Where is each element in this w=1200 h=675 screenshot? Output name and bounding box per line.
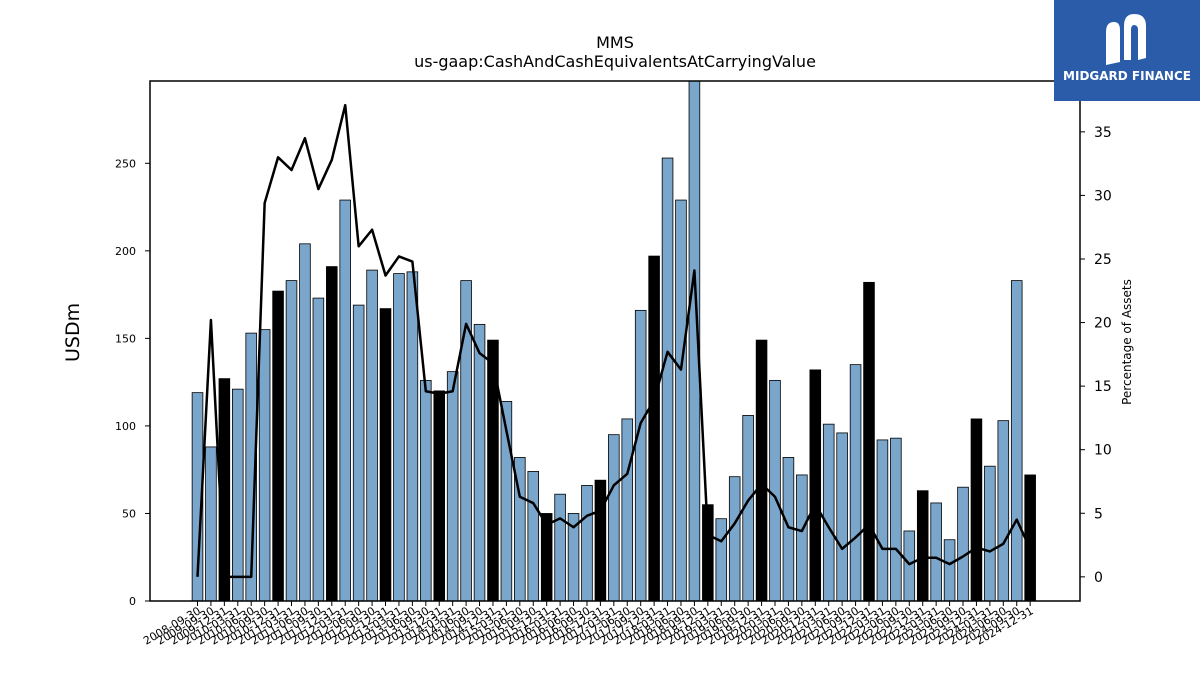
left-axis: 0 50 100 150 200 250 [115, 157, 150, 608]
logo-mark-icon [1106, 14, 1146, 65]
y2-tick-label: 30 [1094, 188, 1112, 204]
bar-2011-09-30 [352, 304, 365, 602]
bar-2013-12-31 [473, 323, 486, 602]
bar-2017-03-31 [648, 255, 660, 602]
bar-2013-03-31 [433, 390, 446, 602]
y-tick-label: 50 [122, 507, 136, 520]
y2-tick-label: 15 [1094, 379, 1112, 395]
bar-2012-06-30 [393, 273, 405, 602]
logo-text: MIDGARD FINANCE [1063, 69, 1191, 83]
y2-tick-label: 5 [1094, 506, 1103, 522]
y-axis-label: USDm [62, 302, 84, 362]
chart-title: MMS [596, 33, 634, 52]
chart-subtitle: us-gaap:CashAndCashEquivalentsAtCarrying… [414, 52, 816, 71]
bar-2018-09-30 [728, 476, 741, 602]
y-tick-label: 200 [115, 245, 136, 258]
bar-2021-06-30 [876, 439, 889, 602]
x-axis: 2008-09-302009-09-302009-12-312010-03-31… [141, 601, 1036, 648]
bar-2019-06-30 [769, 379, 781, 602]
bar-2015-03-31 [540, 513, 553, 602]
bar-2020-12-31 [849, 364, 862, 602]
bar-2015-12-31 [581, 485, 593, 602]
y2-axis-label: Percentage of Assets [1120, 279, 1134, 405]
line-series [196, 103, 1032, 579]
bar-2011-06-30 [339, 199, 351, 602]
bar-2009-12-31 [258, 329, 271, 602]
bar-2011-12-31 [366, 269, 378, 602]
bar-2020-09-30 [836, 432, 848, 602]
bar-2023-06-30 [984, 465, 996, 602]
y2-tick-label: 25 [1094, 252, 1112, 268]
bar-2012-12-31 [420, 379, 432, 602]
bar-2010-03-31 [272, 290, 284, 602]
bar-2022-03-31 [916, 490, 929, 602]
y2-tick-label: 20 [1094, 316, 1112, 332]
bar-2023-03-31 [970, 418, 983, 602]
bar-2021-03-31 [863, 281, 875, 602]
bar-2016-12-31 [634, 309, 647, 602]
y-tick-label: 100 [115, 420, 136, 433]
y2-tick-label: 35 [1094, 125, 1112, 141]
bar-2012-09-30 [406, 271, 419, 602]
bar-2009-06-30 [232, 388, 244, 602]
bar-2012-03-31 [379, 308, 392, 602]
bar-2018-06-30 [715, 518, 728, 602]
bar-2022-12-31 [957, 486, 969, 602]
bar-2019-12-31 [796, 474, 808, 602]
bar-2016-03-31 [594, 479, 607, 602]
bar-2014-12-31 [527, 471, 540, 602]
y-tick-label: 0 [129, 595, 136, 608]
bar-2011-03-31 [326, 266, 338, 602]
bar-2010-09-30 [299, 243, 311, 602]
y2-tick-label: 0 [1094, 570, 1103, 586]
bar-2021-09-30 [890, 437, 902, 602]
right-axis: 0 5 10 15 20 25 30 35 [1080, 125, 1112, 586]
midgard-finance-logo: MIDGARD FINANCE [1054, 0, 1200, 101]
bar-2022-06-30 [930, 502, 942, 602]
y-tick-label: 150 [115, 332, 136, 345]
y2-tick-label: 10 [1094, 443, 1112, 459]
bar-2016-09-30 [621, 418, 634, 602]
bar-2017-09-30 [675, 199, 687, 602]
bar-2010-12-31 [312, 297, 325, 602]
y-tick-label: 250 [115, 157, 136, 170]
bar-2022-09-30 [943, 539, 956, 602]
plot-frame [149, 80, 1081, 602]
bar-2010-06-30 [285, 280, 298, 602]
bar-2008-12-31 [205, 446, 217, 602]
bar-2023-12-31 [1010, 280, 1023, 602]
bar-2021-12-31 [903, 530, 916, 602]
bar-2019-03-31 [755, 339, 768, 602]
bar-2015-06-30 [554, 493, 566, 602]
bar-2013-06-30 [446, 371, 459, 602]
bar-2020-03-31 [809, 369, 822, 602]
bar-2017-06-30 [661, 157, 674, 602]
bar-2016-06-30 [608, 434, 620, 602]
bar-2020-06-30 [822, 423, 835, 602]
percentage-line [196, 103, 1032, 579]
bar-2023-09-30 [997, 420, 1010, 602]
bar-series [191, 80, 1036, 602]
